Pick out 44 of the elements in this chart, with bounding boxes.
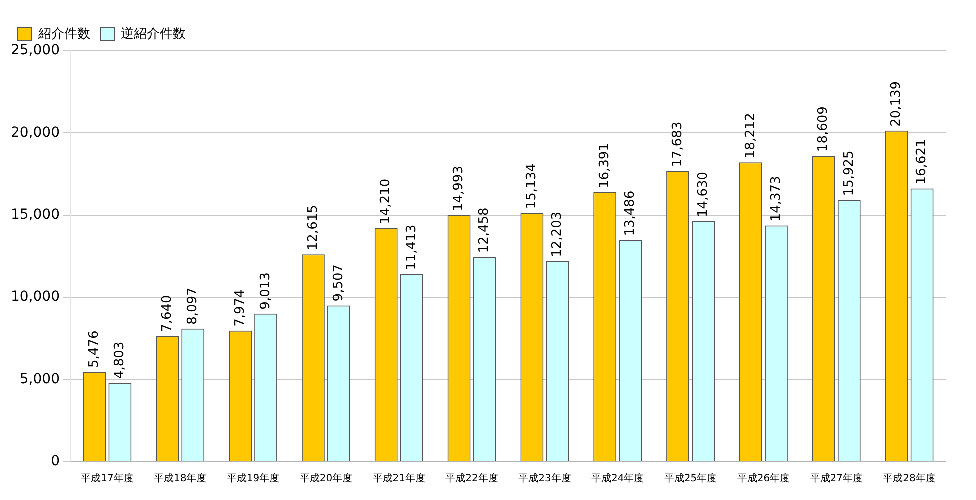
y-tick-label: 0 bbox=[51, 454, 60, 470]
x-tick-label: 平成25年度 bbox=[664, 472, 718, 485]
x-tick-label: 平成19年度 bbox=[226, 472, 280, 485]
data-label: 20,139 bbox=[889, 81, 904, 127]
y-tick-label: 15,000 bbox=[10, 207, 60, 224]
y-tick-label: 25,000 bbox=[10, 42, 60, 59]
y-tick-label: 5,000 bbox=[20, 371, 60, 388]
legend-label: 紹介件数 bbox=[38, 26, 90, 42]
data-label: 18,212 bbox=[743, 113, 758, 159]
x-tick-label: 平成24年度 bbox=[592, 472, 644, 485]
x-tick-label: 平成23年度 bbox=[518, 472, 572, 485]
data-label: 12,203 bbox=[550, 212, 566, 258]
data-label: 15,925 bbox=[842, 150, 857, 196]
data-label: 16,391 bbox=[597, 143, 612, 189]
x-tick-label: 平成26年度 bbox=[737, 472, 790, 485]
data-label: 9,507 bbox=[331, 264, 346, 302]
y-tick-label: 20,000 bbox=[10, 124, 60, 141]
data-label: 13,486 bbox=[623, 190, 638, 236]
data-label: 14,993 bbox=[452, 166, 467, 212]
x-tick-label: 平成22年度 bbox=[446, 472, 498, 485]
data-label: 9,013 bbox=[258, 272, 274, 310]
data-label: 14,630 bbox=[696, 172, 711, 218]
legend-label: 逆紹介件数 bbox=[121, 26, 186, 42]
x-tick-label: 平成28年度 bbox=[883, 472, 936, 485]
data-label: 17,683 bbox=[670, 122, 686, 168]
data-label: 5,476 bbox=[87, 330, 102, 368]
data-label: 14,373 bbox=[768, 176, 784, 222]
x-tick-label: 平成20年度 bbox=[300, 472, 353, 485]
x-tick-label: 平成27年度 bbox=[810, 472, 863, 485]
data-label: 12,458 bbox=[477, 208, 492, 254]
data-label: 7,640 bbox=[160, 295, 175, 332]
data-label: 18,609 bbox=[816, 106, 832, 152]
data-label: 14,210 bbox=[378, 178, 394, 224]
x-tick-label: 平成21年度 bbox=[372, 472, 426, 485]
data-label: 15,134 bbox=[524, 164, 540, 210]
data-label: 12,615 bbox=[306, 205, 321, 251]
data-label: 16,621 bbox=[914, 139, 930, 185]
data-label: 7,974 bbox=[232, 290, 248, 327]
data-label: 4,803 bbox=[112, 342, 128, 380]
y-tick-label: 10,000 bbox=[10, 289, 60, 306]
data-label: 8,097 bbox=[186, 288, 200, 325]
x-tick-label: 平成17年度 bbox=[81, 472, 134, 485]
x-tick-label: 平成18年度 bbox=[154, 472, 207, 485]
data-label: 11,413 bbox=[404, 224, 420, 270]
